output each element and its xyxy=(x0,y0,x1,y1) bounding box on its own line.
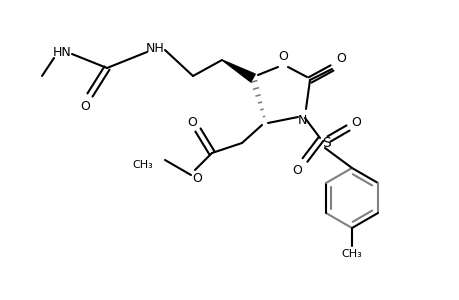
Text: O: O xyxy=(350,116,360,130)
Text: HN: HN xyxy=(52,46,71,59)
Polygon shape xyxy=(222,60,255,82)
Text: O: O xyxy=(336,52,345,65)
Text: N: N xyxy=(297,113,306,127)
Text: O: O xyxy=(277,50,287,62)
Text: O: O xyxy=(192,172,202,184)
Text: NH: NH xyxy=(146,41,164,55)
Text: O: O xyxy=(291,164,301,176)
Text: CH₃: CH₃ xyxy=(341,249,362,259)
Text: O: O xyxy=(80,100,90,113)
Text: CH₃: CH₃ xyxy=(132,160,153,170)
Text: O: O xyxy=(187,116,196,128)
Text: S: S xyxy=(322,136,330,150)
